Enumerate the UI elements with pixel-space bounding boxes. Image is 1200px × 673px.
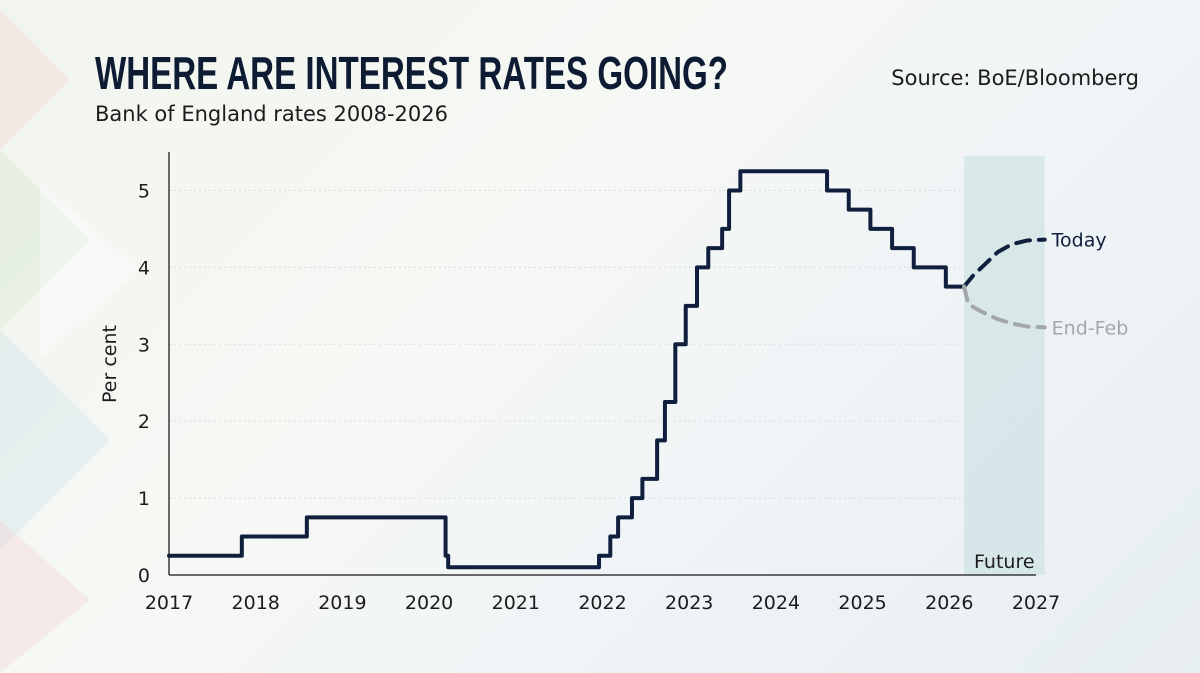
y-tick-label-0: 0 — [138, 565, 150, 587]
future-region-label: Future — [974, 551, 1035, 573]
x-tick-label-2025: 2025 — [838, 592, 886, 614]
y-tick-label-1: 1 — [138, 488, 150, 510]
series-line-bank-rate — [167, 169, 967, 570]
y-tick-label-5: 5 — [138, 180, 150, 202]
x-tick-label-2020: 2020 — [405, 592, 453, 614]
x-tick-label-2017: 2017 — [145, 592, 193, 614]
series-label-end-feb: End-Feb — [1052, 317, 1129, 339]
x-tick-label-2022: 2022 — [578, 592, 626, 614]
series-line-today — [962, 237, 1047, 289]
series-line-end-feb — [962, 284, 1047, 330]
x-tick-label-2023: 2023 — [665, 592, 713, 614]
y-tick-label-4: 4 — [138, 257, 150, 279]
future-region-band — [964, 156, 1045, 575]
x-tick-label-2018: 2018 — [232, 592, 280, 614]
x-tick-label-2026: 2026 — [925, 592, 973, 614]
x-tick-label-2027: 2027 — [1012, 592, 1060, 614]
chart-subtitle: Bank of England rates 2008-2026 — [95, 102, 449, 126]
x-tick-label-2024: 2024 — [752, 592, 800, 614]
chart-source: Source: BoE/Bloomberg — [891, 66, 1139, 90]
y-tick-label-2: 2 — [138, 411, 150, 433]
series-label-today: Today — [1051, 230, 1107, 252]
chart-title: WHERE ARE INTEREST RATES GOING? — [95, 47, 728, 99]
y-axis-label: Per cent — [99, 325, 121, 403]
x-tick-label-2019: 2019 — [318, 592, 366, 614]
y-tick-label-3: 3 — [138, 334, 150, 356]
x-tick-label-2021: 2021 — [492, 592, 540, 614]
